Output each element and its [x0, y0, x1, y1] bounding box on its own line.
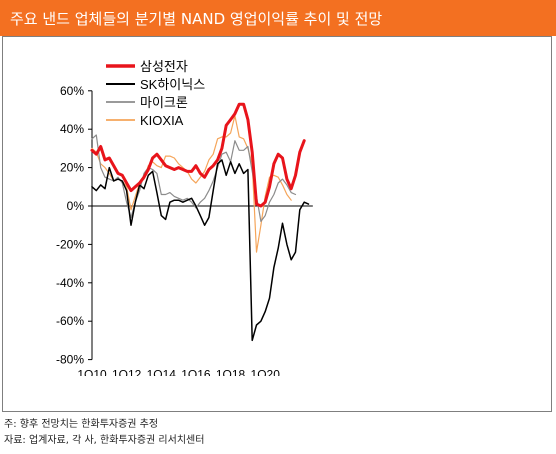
legend-label-0: 삼성전자 — [140, 59, 188, 74]
note-forecast: 주: 향후 전망치는 한화투자증권 추정 — [4, 419, 159, 430]
y-tick-label: 60% — [60, 84, 84, 98]
series-line-3 — [91, 115, 292, 253]
x-tick-label: 1Q14 — [147, 368, 177, 376]
y-tick-label: -60% — [56, 314, 84, 328]
legend-label-3: KIOXIA — [140, 113, 184, 128]
x-tick-label: 1Q16 — [181, 368, 211, 376]
series-line-0 — [90, 102, 306, 208]
notes: 주: 향후 전망치는 한화투자증권 추정 자료: 업계자료, 각 사, 한화투자… — [4, 417, 204, 449]
y-tick-label: 0% — [67, 199, 85, 213]
title-bar: 주요 낸드 업체들의 분기별 NAND 영업이익률 추이 및 전망 — [0, 0, 556, 36]
series-line-2 — [91, 134, 297, 222]
x-tick-label: 1Q20 — [251, 368, 281, 376]
legend-label-2: 마이크론 — [140, 95, 188, 110]
chart-svg: 60% 40% 20% 0% -20% -40% -60% -80%1Q10 1Q12 1Q14 1… — [56, 59, 313, 376]
x-tick-label: 1Q18 — [216, 368, 246, 376]
y-tick-label: 40% — [60, 122, 84, 136]
y-tick-label: -40% — [56, 276, 84, 290]
note-source: 자료: 업계자료, 각 사, 한화투자증권 리서치센터 — [4, 435, 205, 446]
chart-title: 주요 낸드 업체들의 분기별 NAND 영업이익률 추이 및 전망 — [10, 10, 383, 28]
y-tick-label: 20% — [60, 161, 84, 175]
legend-label-1: SK하이닉스 — [140, 77, 205, 92]
chart-frame — [2, 36, 552, 412]
series-line-1 — [91, 159, 310, 342]
y-tick-label: -20% — [56, 237, 84, 251]
x-tick-label: 1Q10 — [77, 368, 107, 376]
y-tick-label: -80% — [56, 353, 84, 367]
x-tick-label: 1Q12 — [112, 368, 142, 376]
